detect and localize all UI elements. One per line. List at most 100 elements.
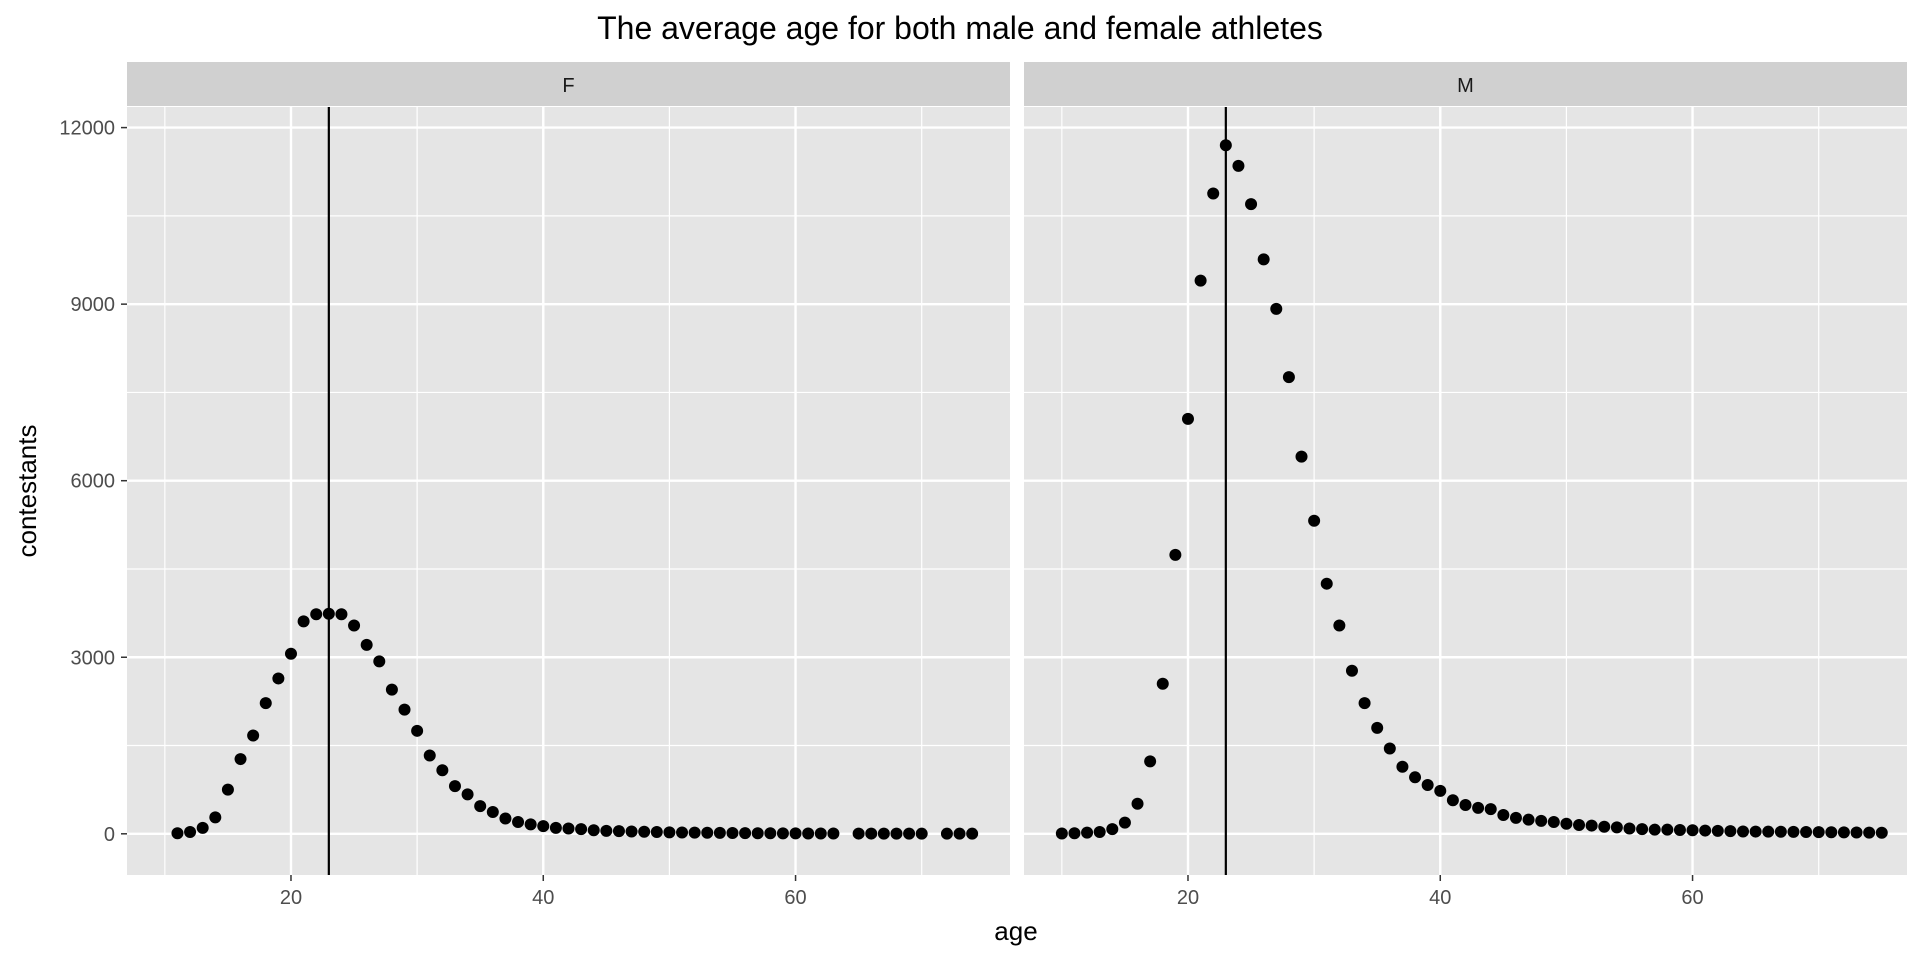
data-point-f <box>360 638 373 651</box>
data-point-f <box>562 822 575 835</box>
data-point-f <box>688 826 701 839</box>
data-point-m <box>1308 514 1321 527</box>
data-point-m <box>1648 823 1661 836</box>
data-point-m <box>1547 816 1560 829</box>
y-tick-label: 6000 <box>71 471 116 493</box>
data-point-f <box>953 827 966 840</box>
data-point-f <box>600 824 613 837</box>
data-point-f <box>549 821 562 834</box>
data-point-f <box>348 619 361 632</box>
data-point-f <box>852 827 865 840</box>
data-point-f <box>398 703 411 716</box>
data-point-f <box>625 825 638 838</box>
data-point-m <box>1585 819 1598 832</box>
x-axis-f: 20 40 60 <box>280 875 807 909</box>
data-point-m <box>1812 826 1825 839</box>
data-point-m <box>1850 826 1863 839</box>
data-point-m <box>1560 817 1573 830</box>
data-point-f <box>322 607 335 620</box>
data-point-m <box>1787 825 1800 838</box>
facet-strip-f <box>127 62 1010 106</box>
data-point-m <box>1472 801 1485 814</box>
facet-panel-f: F <box>127 62 1010 875</box>
data-point-m <box>1055 827 1068 840</box>
data-point-m <box>1106 823 1119 836</box>
x-tick-label: 40 <box>1429 887 1451 909</box>
data-point-f <box>385 683 398 696</box>
data-point-f <box>234 753 247 766</box>
data-point-m <box>1245 198 1258 211</box>
data-point-m <box>1749 825 1762 838</box>
x-axis-title: age <box>994 916 1037 946</box>
data-point-m <box>1131 797 1144 810</box>
data-point-m <box>1232 159 1245 172</box>
data-point-m <box>1383 742 1396 755</box>
x-tick-label: 20 <box>1177 887 1199 909</box>
y-axis: 0 3000 6000 9000 12000 <box>59 118 127 846</box>
data-point-f <box>650 826 663 839</box>
x-tick-label: 40 <box>532 887 554 909</box>
data-point-m <box>1421 778 1434 791</box>
y-tick-label: 3000 <box>71 647 116 669</box>
data-point-m <box>1610 821 1623 834</box>
plot-area-m <box>1024 107 1907 875</box>
data-point-f <box>486 806 499 819</box>
data-point-m <box>1219 139 1232 152</box>
data-point-m <box>1207 187 1220 200</box>
data-point-m <box>1699 824 1712 837</box>
data-point-f <box>612 825 625 838</box>
data-point-m <box>1446 794 1459 807</box>
data-point-m <box>1661 823 1674 836</box>
data-point-f <box>903 827 916 840</box>
data-point-m <box>1762 825 1775 838</box>
data-point-m <box>1598 820 1611 833</box>
data-point-f <box>171 827 184 840</box>
data-point-m <box>1711 824 1724 837</box>
x-tick-label: 60 <box>1681 887 1703 909</box>
facet-strip-m <box>1024 62 1907 106</box>
data-point-f <box>436 764 449 777</box>
data-point-f <box>184 826 197 839</box>
data-point-m <box>1573 818 1586 831</box>
data-point-m <box>1434 784 1447 797</box>
data-point-m <box>1270 302 1283 315</box>
data-point-f <box>373 655 386 668</box>
x-axis-m: 20 40 60 <box>1177 875 1704 909</box>
data-point-f <box>802 827 815 840</box>
facet-label-f: F <box>562 75 574 97</box>
data-point-f <box>310 608 323 621</box>
data-point-m <box>1875 826 1888 839</box>
data-point-m <box>1535 814 1548 827</box>
points-f <box>171 107 979 875</box>
data-point-m <box>1724 825 1737 838</box>
data-point-m <box>1358 697 1371 710</box>
data-point-m <box>1156 677 1169 690</box>
data-point-f <box>297 615 310 628</box>
data-point-f <box>865 827 878 840</box>
grid-f <box>127 107 1010 875</box>
plot-area-f <box>127 107 1010 875</box>
data-point-f <box>877 827 890 840</box>
x-tick-label: 60 <box>784 887 806 909</box>
data-point-m <box>1282 371 1295 384</box>
data-point-f <box>284 647 297 660</box>
data-point-f <box>915 827 928 840</box>
data-point-m <box>1623 822 1636 835</box>
data-point-f <box>827 827 840 840</box>
data-point-m <box>1320 577 1333 590</box>
data-point-f <box>966 827 979 840</box>
data-point-m <box>1800 826 1813 839</box>
data-point-f <box>726 826 739 839</box>
data-point-m <box>1118 816 1131 829</box>
data-point-m <box>1081 826 1094 839</box>
data-point-f <box>259 697 272 710</box>
data-point-f <box>461 788 474 801</box>
data-point-f <box>423 749 436 762</box>
data-point-f <box>474 800 487 813</box>
data-point-m <box>1825 826 1838 839</box>
data-point-f <box>247 729 260 742</box>
data-point-m <box>1295 450 1308 463</box>
data-point-m <box>1497 808 1510 821</box>
data-point-m <box>1409 771 1422 784</box>
